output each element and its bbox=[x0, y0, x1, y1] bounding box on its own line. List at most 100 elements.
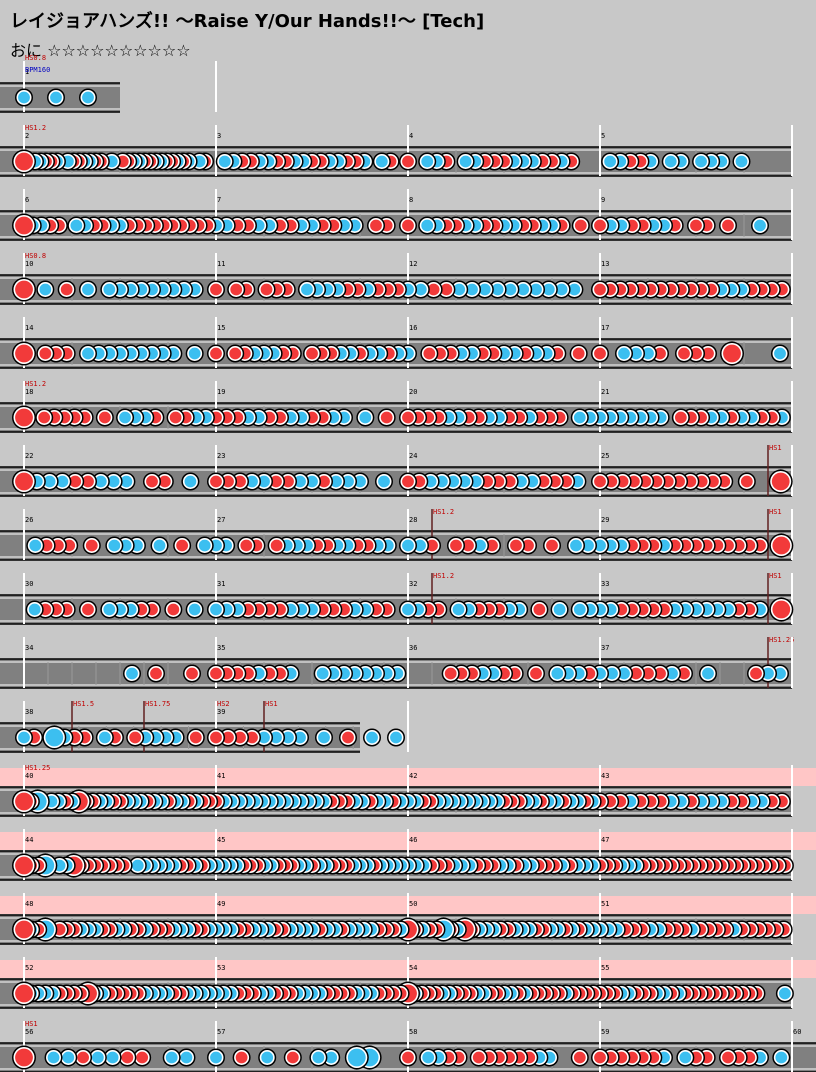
don-note bbox=[440, 283, 453, 296]
ka-note bbox=[258, 731, 270, 744]
don-note bbox=[282, 475, 294, 488]
speed-change-label: HS2 bbox=[217, 700, 230, 708]
don-note bbox=[674, 411, 687, 424]
don-note bbox=[235, 1051, 248, 1064]
don-note bbox=[594, 283, 606, 296]
measure-number: 14 bbox=[25, 324, 33, 332]
ka-note bbox=[312, 1051, 325, 1064]
don-note bbox=[286, 1051, 299, 1064]
don-note bbox=[594, 219, 606, 232]
don-note bbox=[15, 344, 33, 363]
ka-note bbox=[630, 347, 642, 360]
ka-note bbox=[642, 347, 654, 360]
measure-number: 57 bbox=[217, 1028, 225, 1036]
measure-number: 49 bbox=[217, 900, 225, 908]
measure-number: 42 bbox=[409, 772, 417, 780]
don-note bbox=[158, 475, 171, 488]
ka-note bbox=[246, 475, 258, 488]
measure-number: 38 bbox=[25, 708, 33, 716]
don-note bbox=[15, 152, 33, 171]
ka-note bbox=[555, 283, 568, 296]
don-note bbox=[522, 539, 534, 552]
ka-note bbox=[56, 475, 69, 488]
don-note bbox=[98, 411, 111, 424]
don-note bbox=[370, 219, 382, 232]
ka-note bbox=[422, 1051, 435, 1064]
ka-note bbox=[50, 91, 62, 104]
measure-number: 1 bbox=[25, 68, 29, 76]
ka-note bbox=[103, 603, 116, 616]
measure-number: 34 bbox=[25, 644, 33, 652]
don-note bbox=[77, 1051, 89, 1064]
ka-note bbox=[664, 155, 677, 168]
don-note bbox=[594, 347, 606, 360]
don-note bbox=[722, 219, 734, 232]
ka-note bbox=[108, 539, 121, 552]
ka-note bbox=[306, 475, 318, 488]
speed-change-label: HS1 bbox=[25, 1020, 38, 1028]
don-note bbox=[423, 347, 436, 360]
speed-change-label: HS0.8 bbox=[25, 54, 46, 62]
don-note bbox=[642, 667, 654, 680]
don-note bbox=[533, 603, 546, 616]
measure-number: 9 bbox=[601, 196, 605, 204]
difficulty-label: おに bbox=[10, 41, 43, 60]
measure-number: 43 bbox=[601, 772, 609, 780]
don-note bbox=[318, 475, 330, 488]
ka-note bbox=[762, 667, 774, 680]
ka-note bbox=[43, 475, 56, 488]
ka-note bbox=[98, 731, 111, 744]
don-note bbox=[15, 792, 33, 811]
don-note bbox=[169, 411, 182, 424]
don-note bbox=[189, 731, 202, 744]
measure-number: 45 bbox=[217, 836, 225, 844]
don-note bbox=[270, 539, 283, 552]
song-title: レイジョアハンズ!! 〜Raise Y/Our Hands!!〜 [Tech] bbox=[10, 11, 485, 32]
don-note bbox=[573, 1051, 586, 1064]
don-note bbox=[702, 347, 714, 360]
ka-note bbox=[354, 475, 366, 488]
don-note bbox=[380, 411, 393, 424]
don-note bbox=[444, 667, 457, 680]
ka-note bbox=[421, 219, 434, 232]
ka-note bbox=[45, 728, 64, 747]
speed-change-label: HS1 bbox=[769, 444, 782, 452]
ka-note bbox=[474, 539, 486, 552]
don-note bbox=[450, 539, 462, 552]
don-note bbox=[402, 411, 414, 424]
measure-number: 51 bbox=[601, 900, 609, 908]
ka-note bbox=[18, 731, 30, 744]
don-note bbox=[750, 667, 762, 680]
ka-note bbox=[180, 1051, 193, 1064]
ka-note bbox=[261, 1051, 274, 1064]
measure-number: 30 bbox=[25, 580, 33, 588]
measure-number: 50 bbox=[409, 900, 417, 908]
measure-number: 58 bbox=[409, 1028, 417, 1036]
measure-number: 25 bbox=[601, 452, 609, 460]
ka-note bbox=[47, 1051, 60, 1064]
ka-note bbox=[402, 539, 414, 552]
ka-note bbox=[29, 539, 42, 552]
ka-note bbox=[70, 219, 83, 232]
measure-number: 37 bbox=[601, 644, 609, 652]
ka-note bbox=[466, 283, 478, 296]
ka-note bbox=[573, 603, 586, 616]
ka-note bbox=[702, 667, 714, 680]
don-note bbox=[462, 539, 474, 552]
don-note bbox=[39, 347, 52, 360]
ka-note bbox=[165, 1051, 178, 1064]
ka-note bbox=[342, 475, 354, 488]
measure-number: 20 bbox=[409, 388, 417, 396]
ka-note bbox=[330, 475, 342, 488]
measure-number: 60 bbox=[793, 1028, 801, 1036]
measure-number: 4 bbox=[409, 132, 413, 140]
ka-note bbox=[82, 347, 94, 360]
don-note bbox=[427, 283, 440, 296]
measure-number: 36 bbox=[409, 644, 417, 652]
ka-note bbox=[282, 731, 294, 744]
don-note bbox=[82, 603, 94, 616]
ka-note bbox=[18, 91, 30, 104]
don-note bbox=[15, 1048, 33, 1067]
measure-number: 35 bbox=[217, 644, 225, 652]
don-note bbox=[530, 667, 542, 680]
